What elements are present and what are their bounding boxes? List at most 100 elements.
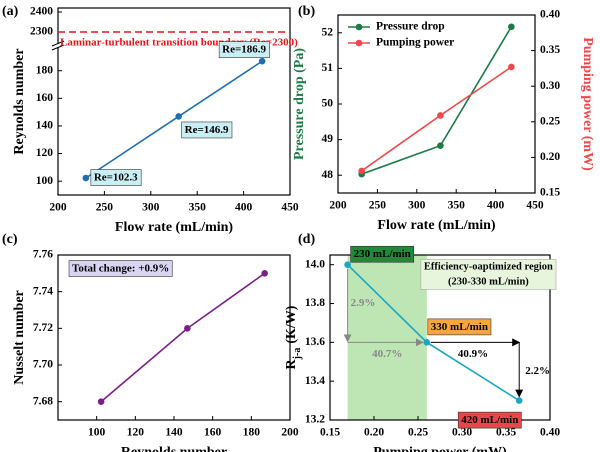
arrow-label: 2.2% — [525, 365, 550, 377]
y-axis-label-main: R — [284, 358, 299, 369]
x-tick-label: 140 — [165, 427, 183, 439]
y-tick-label: 7.70 — [33, 359, 53, 371]
plot-frame — [57, 7, 291, 196]
y2-tick-label: 0.35 — [540, 44, 560, 56]
y-axis-label: Pressure drop (Pa) — [292, 48, 307, 160]
data-point — [184, 325, 191, 332]
y-tick-label: 2400 — [30, 6, 53, 18]
x-tick-label: 120 — [127, 427, 145, 439]
data-point — [175, 113, 182, 120]
y-tick-label: 2300 — [30, 26, 53, 38]
y-tick-label: 160 — [36, 92, 54, 104]
y2-axis-label: Pumping power (mW) — [580, 37, 595, 171]
panel-label: (d) — [298, 232, 315, 247]
y-tick-label: 7.68 — [33, 395, 53, 407]
y-axis-label: Reynolds number — [12, 48, 27, 154]
x-axis-label: Flow rate (mL/min) — [115, 220, 234, 235]
y-tick-label: 13.6 — [305, 336, 325, 348]
legend-label: Pumping power — [376, 37, 454, 49]
y-tick-label: 13.4 — [305, 375, 325, 387]
y-axis-label: Rj-a (K/W) — [284, 305, 303, 369]
series-line — [100, 272, 266, 403]
plot-frame — [329, 254, 551, 421]
region — [347, 255, 427, 420]
point-label: 330 mL/min — [431, 321, 488, 333]
panel-label: (a) — [2, 4, 19, 19]
data-point — [344, 261, 351, 269]
y-tick-label: 180 — [36, 64, 54, 76]
value-label: Re=146.9 — [185, 124, 229, 136]
y-tick-label: 7.72 — [33, 322, 53, 334]
y-tick-label: 140 — [36, 120, 54, 132]
legend-label: Pressure drop — [376, 21, 445, 33]
arrow-label: 2.9% — [351, 297, 376, 309]
label-box — [350, 245, 415, 263]
y2-tick-label: 0.15 — [540, 187, 560, 199]
x-tick-label: 450 — [526, 200, 544, 212]
point-label: 230 mL/min — [354, 248, 411, 260]
axis-break — [51, 40, 65, 47]
region-label-box — [420, 259, 557, 290]
data-point — [261, 270, 268, 277]
panel-label: (c) — [2, 232, 18, 247]
y-tick-label: 50 — [322, 98, 334, 110]
x-tick-label: 0.35 — [496, 427, 516, 439]
y-tick-label: 7.74 — [33, 285, 53, 297]
series-line — [361, 26, 513, 175]
y-tick-label: 100 — [36, 175, 54, 187]
x-tick-label: 350 — [189, 202, 207, 214]
arrow-label: 40.7% — [372, 348, 402, 360]
label-box — [181, 121, 233, 139]
x-axis-label: Pumping power (mW) — [373, 445, 507, 452]
label-box — [457, 411, 522, 429]
data-point — [515, 397, 523, 404]
x-tick-label: 100 — [88, 427, 106, 439]
y-axis-label-unit: (K/W) — [284, 305, 299, 343]
data-point — [423, 339, 431, 346]
y-tick-label: 48 — [322, 169, 334, 181]
y-axis-label: Nusselt number — [12, 290, 27, 385]
data-point — [82, 174, 90, 182]
x-tick-label: 400 — [487, 200, 505, 212]
x-tick-label: 250 — [369, 200, 387, 212]
x-tick-label: 350 — [448, 200, 466, 212]
data-point — [97, 398, 105, 405]
series-line — [85, 60, 263, 179]
x-tick-label: 0.25 — [408, 427, 428, 439]
y2-tick-label: 0.20 — [540, 151, 560, 163]
data-point — [508, 23, 515, 31]
x-tick-label: 400 — [235, 202, 253, 214]
x-tick-label: 0.40 — [540, 427, 560, 439]
label-box — [68, 260, 173, 277]
value-label: Re=186.9 — [222, 44, 266, 56]
y-tick-label: 51 — [322, 62, 334, 74]
region-label: (230-330 mL/min) — [448, 276, 529, 287]
data-point — [437, 142, 444, 149]
label-box — [427, 318, 492, 336]
x-axis-label: Reynolds number — [121, 445, 227, 452]
x-tick-label: 0.20 — [364, 427, 384, 439]
y-tick-label: 13.2 — [305, 414, 325, 426]
x-tick-label: 200 — [329, 200, 347, 212]
x-tick-label: 180 — [243, 427, 261, 439]
x-tick-label: 200 — [281, 427, 299, 439]
label-box — [218, 41, 270, 59]
arrow-label: 40.9% — [458, 348, 488, 360]
annotation: Total change: +0.9% — [72, 263, 169, 275]
x-axis-label: Flow rate (mL/min) — [377, 218, 496, 233]
axis-break-gap — [52, 43, 64, 47]
x-tick-label: 300 — [408, 200, 426, 212]
x-tick-label: 200 — [49, 202, 67, 214]
y2-tick-label: 0.30 — [540, 80, 560, 92]
x-tick-label: 250 — [96, 202, 114, 214]
region-label: Efficiency-oaptimized region — [424, 261, 553, 272]
y-tick-label: 14.0 — [305, 258, 325, 270]
data-point — [258, 57, 266, 65]
axis-break — [51, 44, 65, 51]
legend-marker — [355, 23, 363, 31]
y-tick-label: 49 — [322, 133, 334, 145]
data-point — [358, 167, 365, 175]
y-tick-label: 52 — [322, 26, 334, 38]
x-tick-label: 0.15 — [320, 427, 340, 439]
x-tick-label: 450 — [281, 202, 299, 214]
